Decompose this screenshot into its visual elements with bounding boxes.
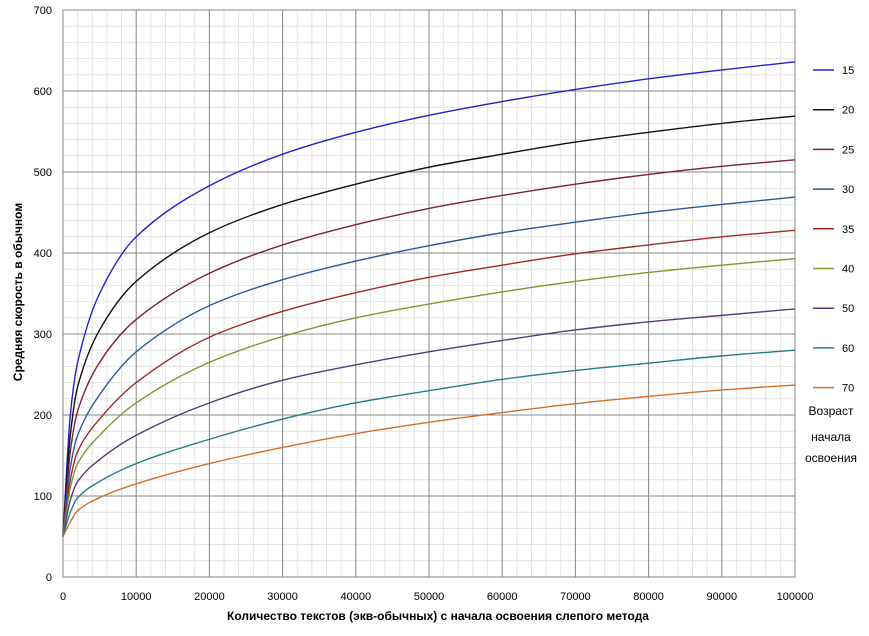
- x-tick-label: 90000: [707, 591, 738, 603]
- series-line-35: [62, 229, 796, 537]
- legend-label-25: 25: [842, 144, 854, 156]
- x-tick-label: 20000: [194, 591, 225, 603]
- y-tick-label: 400: [34, 248, 52, 260]
- legend-label-70: 70: [842, 383, 854, 395]
- legend-label-20: 20: [842, 105, 854, 117]
- series-line-70: [62, 384, 796, 537]
- legend-label-35: 35: [842, 224, 854, 236]
- legend-label-50: 50: [842, 303, 854, 315]
- x-tick-label: 0: [60, 591, 66, 603]
- legend-label-15: 15: [842, 65, 854, 77]
- y-axis-title: Средняя скорость в обычном: [11, 203, 25, 382]
- y-tick-label: 300: [34, 329, 52, 341]
- y-tick-label: 0: [46, 572, 52, 584]
- y-tick-label: 600: [34, 86, 52, 98]
- x-tick-label: 80000: [633, 591, 664, 603]
- y-tick-label: 200: [34, 410, 52, 422]
- legend-title-line: Возраст: [809, 404, 854, 418]
- y-tick-label: 100: [34, 491, 52, 503]
- legend-label-30: 30: [842, 184, 854, 196]
- series-line-60: [62, 349, 796, 537]
- x-tick-label: 70000: [560, 591, 591, 603]
- series-line-15: [62, 61, 796, 537]
- legend-title: Возраст начала освоения: [805, 404, 857, 465]
- series-line-20: [62, 115, 796, 537]
- x-tick-label: 40000: [341, 591, 372, 603]
- y-tick-label: 500: [34, 167, 52, 179]
- series-line-40: [62, 257, 796, 537]
- legend-label-60: 60: [842, 343, 854, 355]
- series-line-30: [62, 196, 796, 537]
- tick-labels: 0 10000 20000 30000 40000 50000 60000 70000 8000…: [34, 5, 814, 603]
- series-lines: [62, 61, 796, 537]
- x-tick-label: 60000: [487, 591, 518, 603]
- legend-title-line: освоения: [805, 451, 857, 465]
- x-axis-title: Количество текстов (экв-обычных) с начал…: [227, 609, 649, 623]
- x-tick-label: 50000: [414, 591, 445, 603]
- legend-label-40: 40: [842, 264, 854, 276]
- plot-area-frame: [62, 9, 796, 578]
- x-tick-label: 30000: [267, 591, 298, 603]
- y-tick-label: 700: [34, 5, 52, 17]
- series-line-25: [62, 159, 796, 537]
- series-line-50: [62, 308, 796, 537]
- legend: 15 20 25 30 35 40 50 60 70: [813, 65, 854, 395]
- x-tick-label: 100000: [777, 591, 814, 603]
- legend-title-line: начала: [811, 430, 851, 444]
- x-tick-label: 10000: [121, 591, 152, 603]
